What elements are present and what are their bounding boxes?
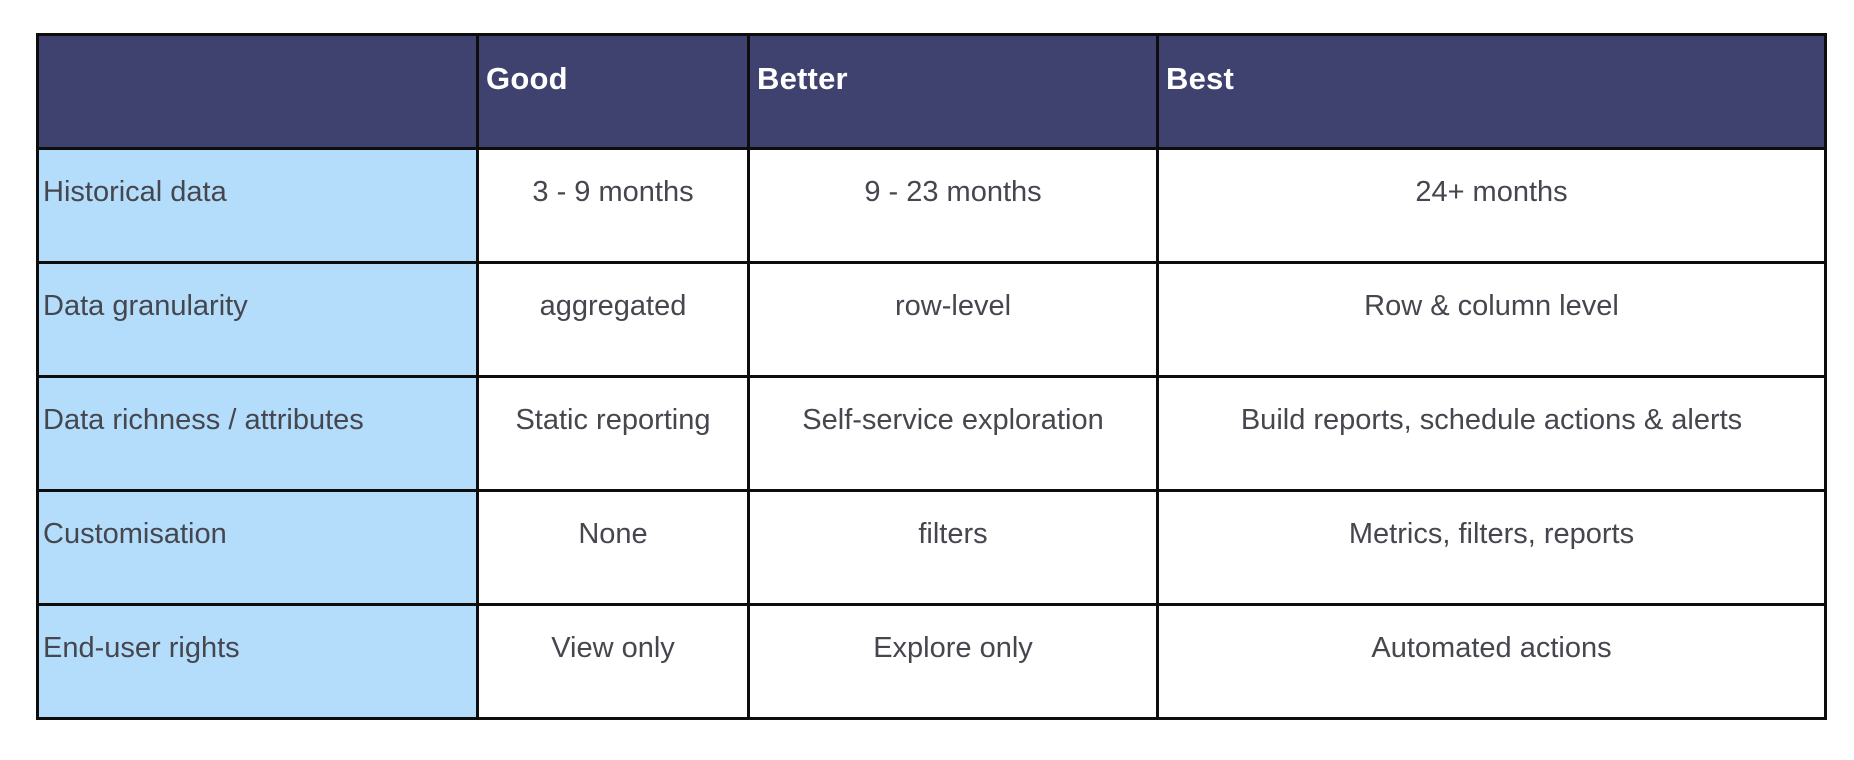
- row-label-historical-data: Historical data: [36, 147, 479, 264]
- cell-end-user-rights-good: View only: [476, 603, 750, 720]
- table-row-end-user-rights: End-user rights View only Explore only A…: [36, 603, 1827, 720]
- comparison-table: Good Better Best Historical data 3 - 9 m…: [36, 33, 1827, 720]
- cell-end-user-rights-best: Automated actions: [1156, 603, 1827, 720]
- cell-customisation-better: filters: [747, 489, 1159, 606]
- header-row: Good Better Best: [36, 33, 1827, 150]
- cell-historical-data-good: 3 - 9 months: [476, 147, 750, 264]
- cell-data-granularity-better: row-level: [747, 261, 1159, 378]
- cell-historical-data-better: 9 - 23 months: [747, 147, 1159, 264]
- cell-data-richness-better: Self-service exploration: [747, 375, 1159, 492]
- cell-data-granularity-good: aggregated: [476, 261, 750, 378]
- table-row-customisation: Customisation None filters Metrics, filt…: [36, 489, 1827, 606]
- header-cell-empty: [36, 33, 479, 150]
- cell-historical-data-best: 24+ months: [1156, 147, 1827, 264]
- cell-data-richness-good: Static reporting: [476, 375, 750, 492]
- header-cell-good: Good: [476, 33, 750, 150]
- row-label-end-user-rights: End-user rights: [36, 603, 479, 720]
- header-cell-best: Best: [1156, 33, 1827, 150]
- row-label-data-richness: Data richness / attributes: [36, 375, 479, 492]
- row-label-data-granularity: Data granularity: [36, 261, 479, 378]
- cell-end-user-rights-better: Explore only: [747, 603, 1159, 720]
- row-label-customisation: Customisation: [36, 489, 479, 606]
- header-cell-better: Better: [747, 33, 1159, 150]
- table-row-data-granularity: Data granularity aggregated row-level Ro…: [36, 261, 1827, 378]
- cell-data-granularity-best: Row & column level: [1156, 261, 1827, 378]
- table-row-data-richness: Data richness / attributes Static report…: [36, 375, 1827, 492]
- cell-data-richness-best: Build reports, schedule actions & alerts: [1156, 375, 1827, 492]
- table-row-historical-data: Historical data 3 - 9 months 9 - 23 mont…: [36, 147, 1827, 264]
- cell-customisation-good: None: [476, 489, 750, 606]
- cell-customisation-best: Metrics, filters, reports: [1156, 489, 1827, 606]
